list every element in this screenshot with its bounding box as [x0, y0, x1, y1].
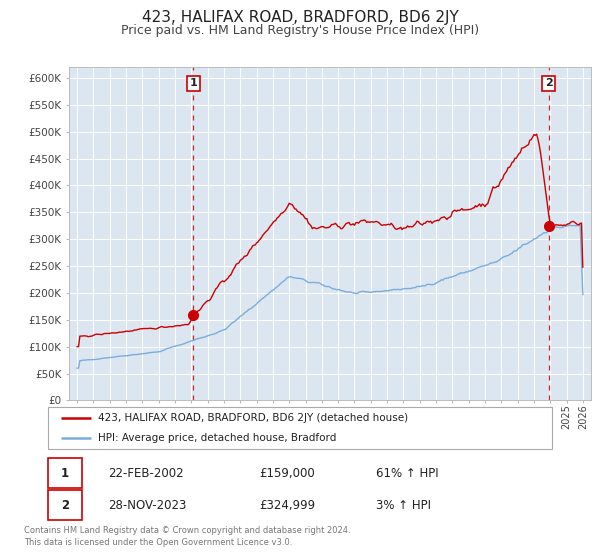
Text: HPI: Average price, detached house, Bradford: HPI: Average price, detached house, Brad… [98, 433, 337, 442]
Text: 2: 2 [545, 78, 553, 88]
Text: 61% ↑ HPI: 61% ↑ HPI [376, 466, 438, 480]
Text: 22-FEB-2002: 22-FEB-2002 [109, 466, 184, 480]
Text: 1: 1 [190, 78, 197, 88]
Text: 423, HALIFAX ROAD, BRADFORD, BD6 2JY: 423, HALIFAX ROAD, BRADFORD, BD6 2JY [142, 10, 458, 25]
Text: Contains HM Land Registry data © Crown copyright and database right 2024.
This d: Contains HM Land Registry data © Crown c… [24, 526, 350, 547]
Text: 423, HALIFAX ROAD, BRADFORD, BD6 2JY (detached house): 423, HALIFAX ROAD, BRADFORD, BD6 2JY (de… [98, 413, 409, 423]
Text: £159,000: £159,000 [260, 466, 316, 480]
FancyBboxPatch shape [48, 490, 82, 520]
Text: £324,999: £324,999 [260, 498, 316, 512]
Text: 28-NOV-2023: 28-NOV-2023 [109, 498, 187, 512]
Text: 3% ↑ HPI: 3% ↑ HPI [376, 498, 431, 512]
Text: Price paid vs. HM Land Registry's House Price Index (HPI): Price paid vs. HM Land Registry's House … [121, 24, 479, 36]
FancyBboxPatch shape [48, 458, 82, 488]
Text: 2: 2 [61, 498, 69, 512]
FancyBboxPatch shape [48, 407, 552, 449]
Text: 1: 1 [61, 466, 69, 480]
